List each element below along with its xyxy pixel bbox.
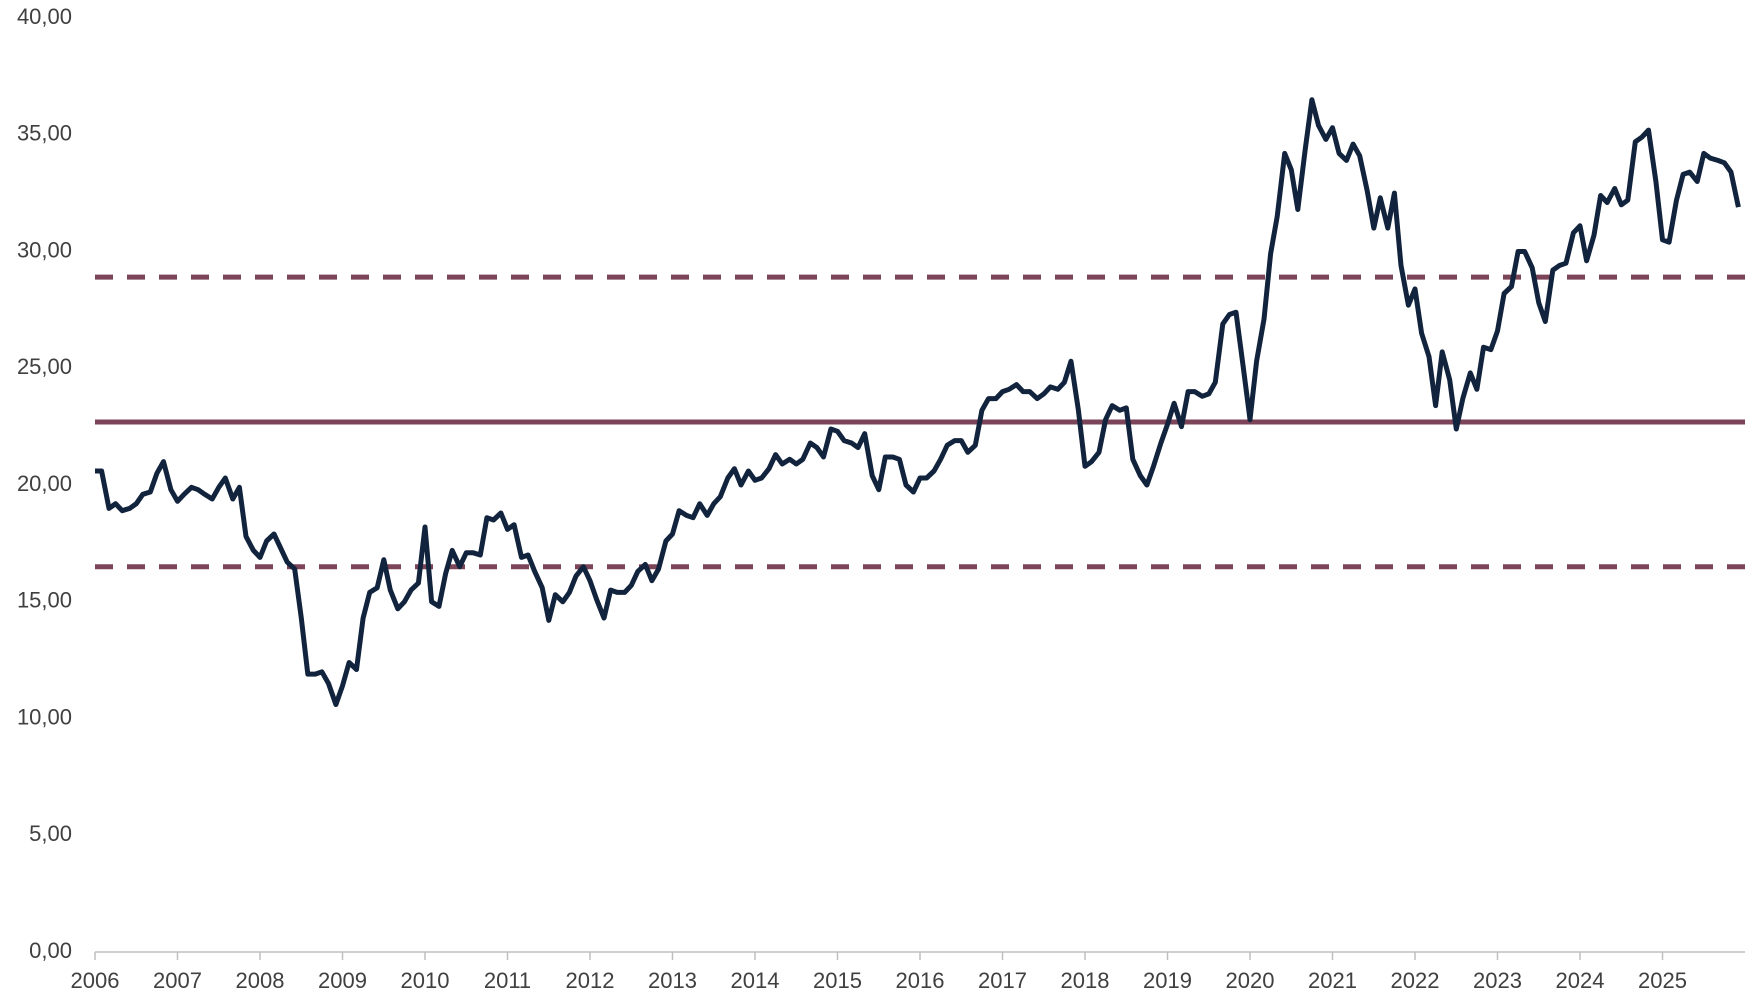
x-tick-label: 2022: [1391, 968, 1440, 993]
x-tick-label: 2016: [896, 968, 945, 993]
x-tick-label: 2006: [71, 968, 120, 993]
x-tick-label: 2017: [978, 968, 1027, 993]
y-tick-label: 25,00: [17, 354, 72, 379]
x-tick-label: 2019: [1143, 968, 1192, 993]
x-tick-label: 2018: [1061, 968, 1110, 993]
x-tick-label: 2025: [1638, 968, 1687, 993]
x-tick-label: 2011: [484, 968, 531, 993]
y-tick-label: 5,00: [29, 821, 72, 846]
x-tick-label: 2014: [731, 968, 780, 993]
x-tick-label: 2010: [401, 968, 450, 993]
x-tick-label: 2008: [236, 968, 285, 993]
data-line: [95, 97, 1741, 707]
x-tick-label: 2023: [1473, 968, 1522, 993]
x-tick-label: 2015: [813, 968, 862, 993]
x-tick-label: 2021: [1308, 968, 1357, 993]
x-tick-label: 2009: [318, 968, 367, 993]
y-tick-label: 40,00: [17, 4, 72, 29]
y-tick-label: 15,00: [17, 588, 72, 613]
x-tick-label: 2013: [648, 968, 697, 993]
x-tick-label: 2024: [1556, 968, 1605, 993]
x-tick-label: 2007: [153, 968, 202, 993]
y-tick-label: 35,00: [17, 121, 72, 146]
y-tick-label: 10,00: [17, 704, 72, 729]
y-tick-label: 20,00: [17, 471, 72, 496]
x-tick-label: 2020: [1226, 968, 1275, 993]
x-tick-label: 2012: [566, 968, 615, 993]
y-tick-label: 30,00: [17, 237, 72, 262]
y-tick-label: 0,00: [29, 938, 72, 963]
